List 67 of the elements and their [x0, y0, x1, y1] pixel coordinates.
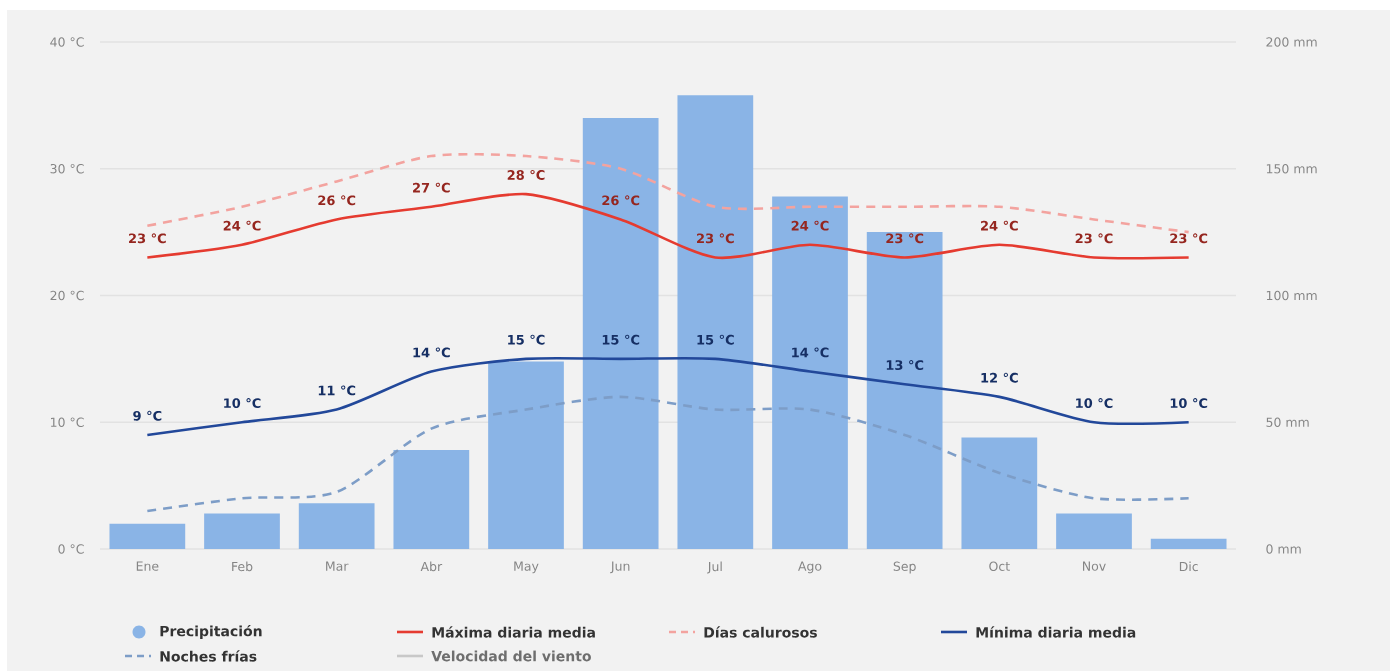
data-label: 10 °C: [224, 398, 261, 409]
legend-label: Noches frías: [160, 650, 257, 662]
x-tick-label: Mar: [326, 561, 349, 571]
y2-tick-label: 0 mm: [1266, 544, 1301, 554]
legend-label: Días calurosos: [704, 626, 817, 638]
y-tick-label: 30 °C: [50, 164, 84, 174]
data-label: 15 °C: [602, 334, 640, 345]
bar: [1150, 538, 1227, 549]
x-tick-label: Feb: [232, 561, 253, 572]
bar: [109, 523, 186, 549]
data-label: 23 °C: [697, 233, 734, 244]
legend-label: Mínima diaria media: [976, 626, 1136, 638]
data-label: 13 °C: [886, 360, 924, 371]
data-label: 11 °C: [318, 385, 356, 396]
data-label: 27 °C: [413, 182, 450, 193]
data-label: 23 °C: [1075, 233, 1113, 244]
bar: [204, 513, 280, 549]
x-tick-label: Sep: [893, 561, 916, 574]
data-label: 26 °C: [602, 195, 640, 206]
data-label: 15 °C: [697, 334, 734, 345]
bar: [1056, 513, 1132, 549]
x-tick-label: Ago: [798, 561, 822, 574]
y-tick-label: 0 °C: [58, 544, 84, 554]
bar: [866, 232, 943, 549]
data-label: 9 °C: [133, 410, 162, 421]
legend-label: Máxima diaria media: [432, 626, 595, 638]
bar: [393, 450, 470, 549]
data-label: 24 °C: [223, 220, 261, 231]
bar: [961, 437, 1038, 549]
y2-tick-label: 150 mm: [1266, 164, 1317, 174]
bar: [298, 503, 375, 549]
x-tick-label: Abr: [420, 561, 443, 572]
data-label: 26 °C: [318, 195, 356, 206]
bar: [677, 95, 754, 549]
x-tick-label: Nov: [1083, 561, 1106, 571]
line-series: [146, 192, 1190, 260]
x-tick-label: Oct: [989, 561, 1010, 571]
data-label: 10 °C: [1076, 398, 1113, 409]
data-label: 14 °C: [792, 347, 829, 358]
data-label: 28 °C: [507, 169, 545, 180]
legend-label: Velocidad del viento: [431, 650, 591, 662]
legend-label: Precipitación: [160, 624, 262, 640]
x-tick-label: Jul: [707, 561, 722, 574]
x-tick-label: Jun: [610, 561, 630, 574]
y2-tick-label: 50 mm: [1266, 417, 1309, 427]
y-tick-label: 40 °C: [50, 37, 84, 47]
data-label: 23 °C: [886, 233, 924, 244]
data-label: 15 °C: [508, 334, 545, 345]
data-label: 14 °C: [413, 347, 450, 358]
bar: [488, 361, 564, 549]
data-label: 12 °C: [981, 372, 1018, 383]
y-tick-label: 10 °C: [51, 417, 84, 427]
x-tick-label: May: [514, 561, 539, 574]
data-label: 24 °C: [981, 220, 1018, 231]
y2-tick-label: 200 mm: [1266, 37, 1317, 47]
bar: [772, 196, 848, 549]
y-tick-label: 20 °C: [50, 290, 84, 301]
line-series: [146, 395, 1190, 513]
data-label: 23 °C: [1170, 233, 1208, 244]
x-tick-label: Ene: [136, 561, 159, 571]
y2-tick-label: 100 mm: [1266, 290, 1317, 301]
data-label: 24 °C: [791, 220, 829, 231]
data-label: 23 °C: [129, 233, 166, 244]
data-label: 10 °C: [1170, 398, 1208, 409]
bar: [582, 118, 659, 549]
x-tick-label: Dic: [1179, 561, 1198, 572]
line-series: [146, 356, 1190, 437]
